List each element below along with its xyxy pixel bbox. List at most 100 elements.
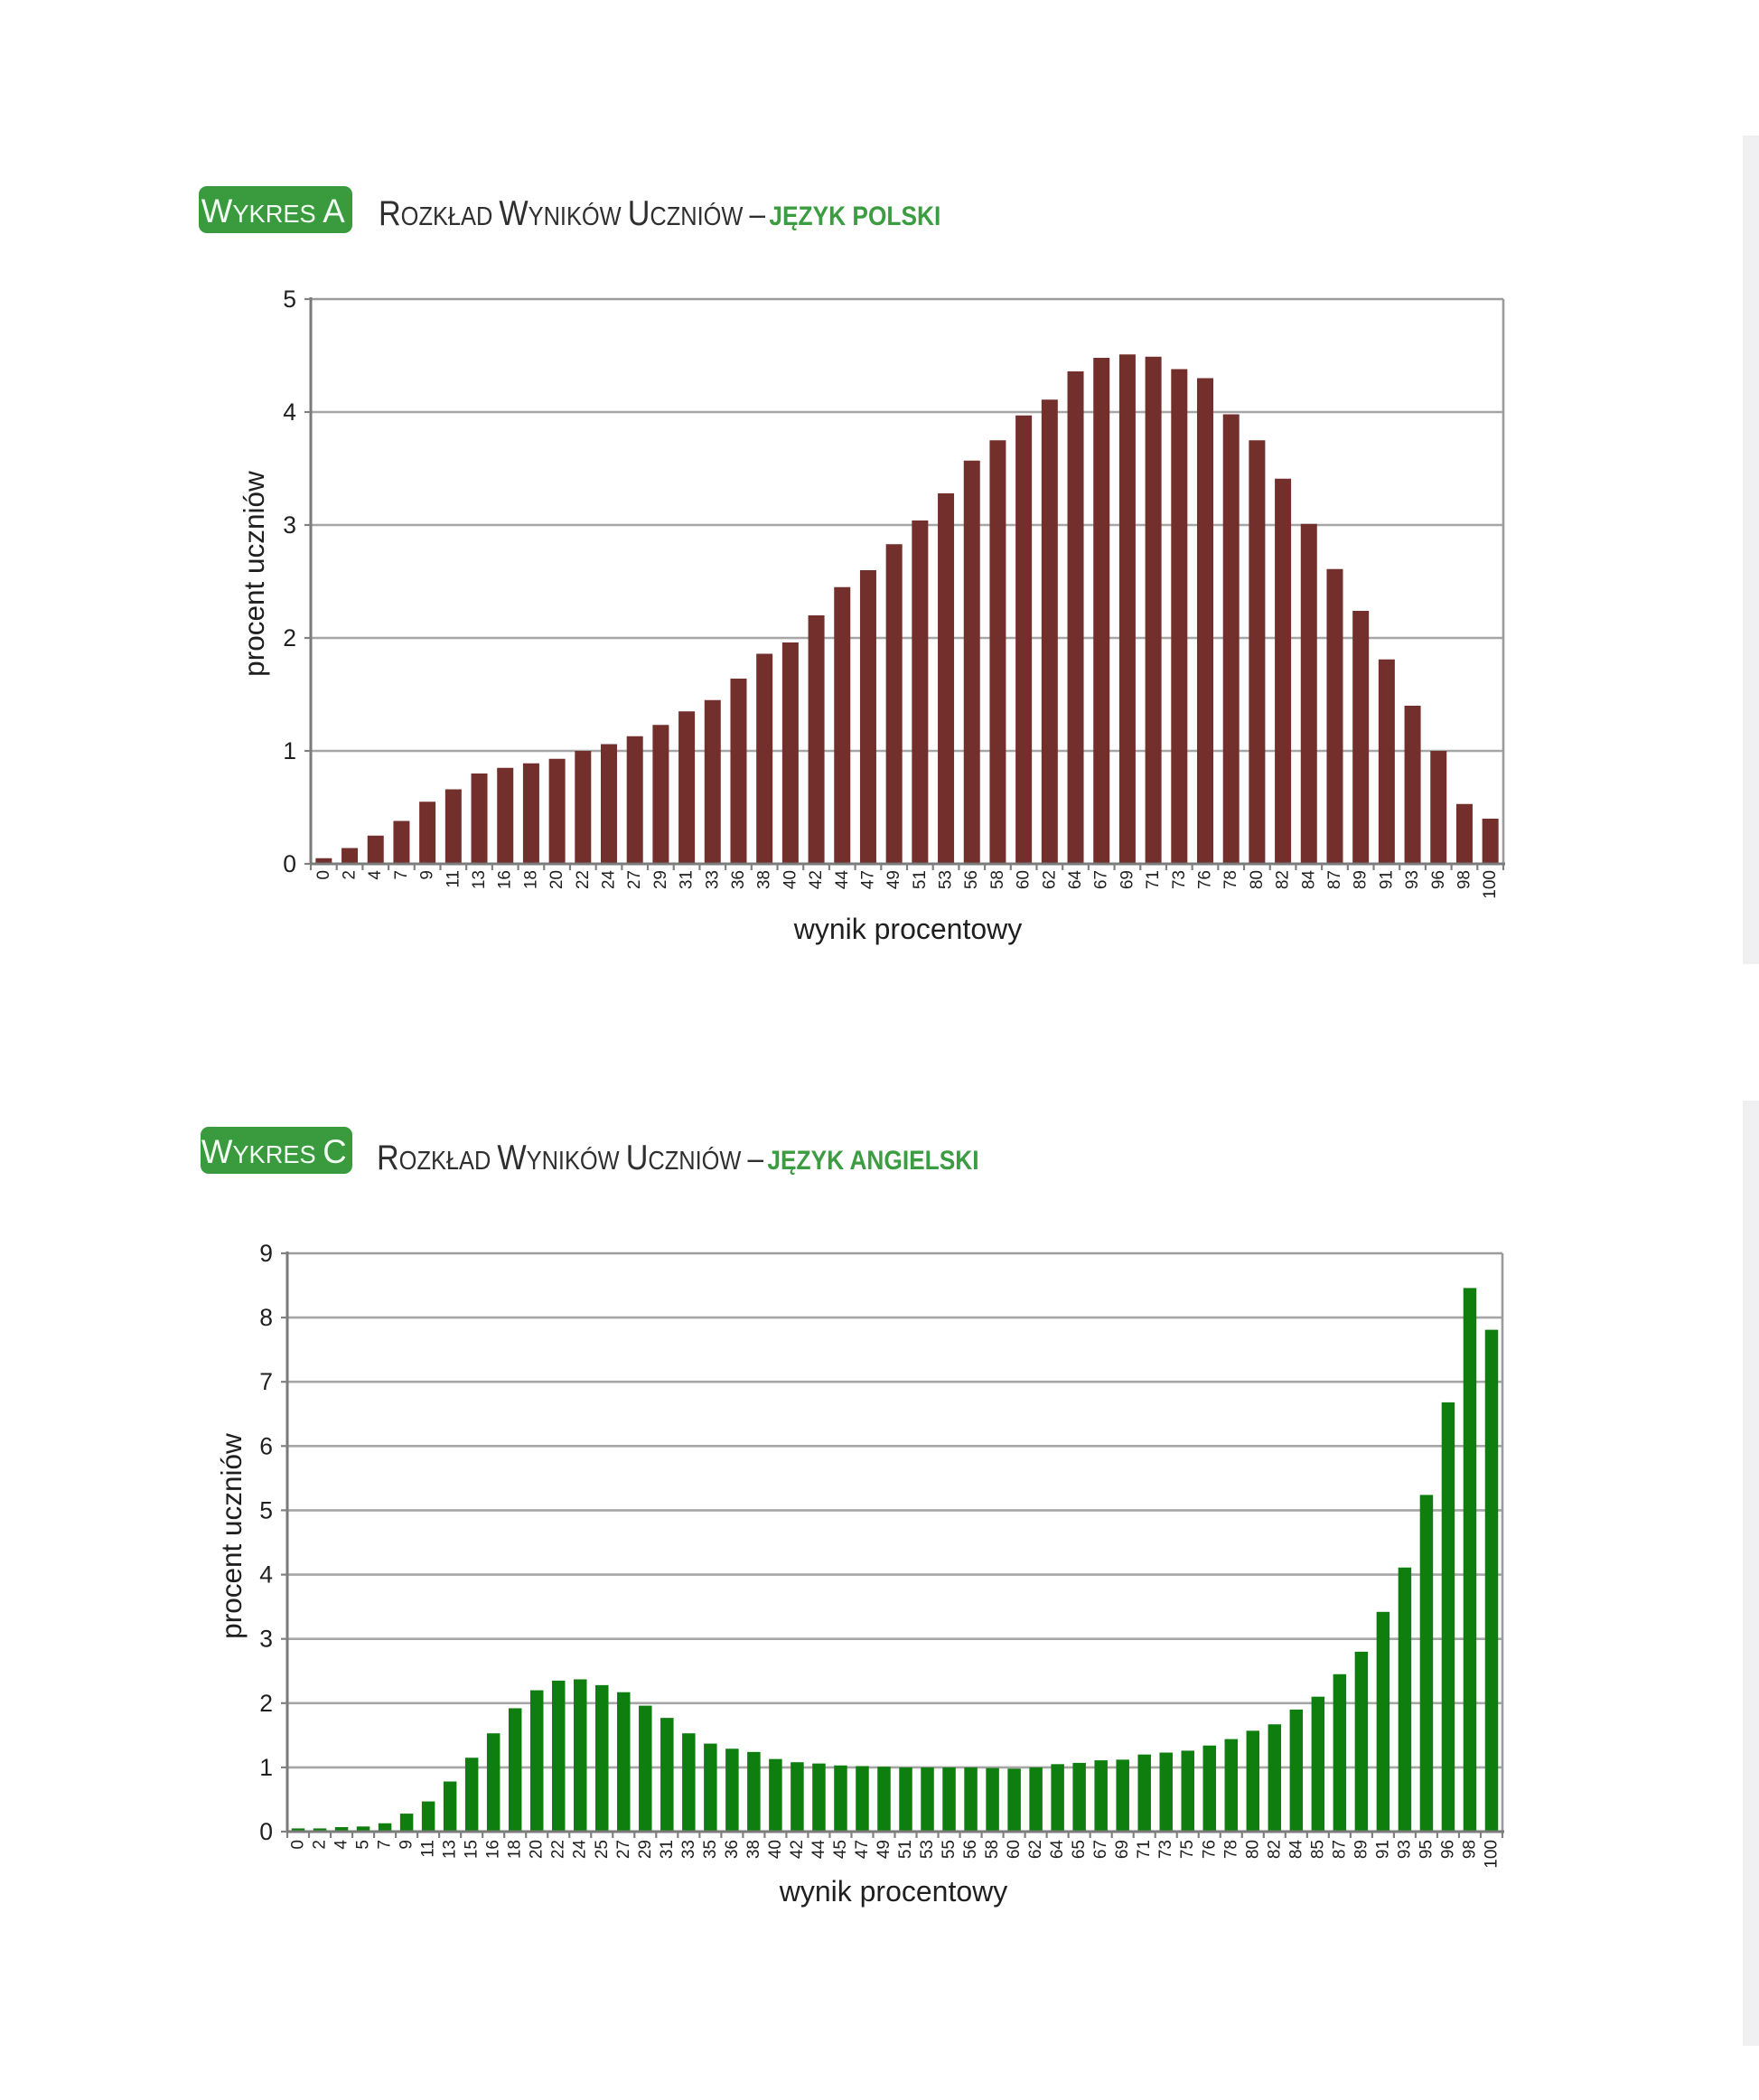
svg-text:29: 29 (651, 870, 670, 889)
svg-text:58: 58 (983, 1840, 1002, 1859)
svg-text:69: 69 (1113, 1840, 1132, 1859)
svg-text:22: 22 (574, 870, 593, 889)
svg-text:64: 64 (1066, 870, 1085, 890)
svg-text:2: 2 (341, 870, 360, 880)
svg-text:18: 18 (521, 870, 540, 889)
svg-text:7: 7 (376, 1840, 395, 1850)
svg-text:51: 51 (911, 870, 930, 889)
svg-text:procent uczniów: procent uczniów (215, 1433, 248, 1639)
svg-text:procent uczniów: procent uczniów (238, 471, 270, 677)
svg-text:93: 93 (1395, 1840, 1414, 1859)
svg-text:55: 55 (940, 1840, 959, 1859)
svg-text:100: 100 (1481, 870, 1500, 899)
svg-text:53: 53 (937, 870, 956, 889)
svg-text:2: 2 (259, 1690, 273, 1717)
svg-text:53: 53 (918, 1840, 937, 1859)
svg-text:44: 44 (809, 1840, 828, 1860)
svg-text:89: 89 (1352, 870, 1371, 889)
svg-text:3: 3 (283, 511, 296, 539)
svg-text:0: 0 (314, 870, 333, 880)
svg-text:31: 31 (678, 870, 697, 889)
svg-text:9: 9 (418, 870, 437, 880)
svg-text:51: 51 (896, 1840, 915, 1859)
svg-text:42: 42 (788, 1840, 807, 1859)
svg-text:3: 3 (259, 1626, 273, 1653)
svg-text:91: 91 (1373, 1840, 1392, 1859)
svg-text:44: 44 (833, 870, 852, 890)
svg-text:67: 67 (1092, 870, 1111, 889)
svg-text:38: 38 (744, 1840, 763, 1859)
svg-text:25: 25 (593, 1840, 612, 1859)
svg-text:56: 56 (961, 1840, 980, 1859)
svg-text:89: 89 (1352, 1840, 1371, 1859)
svg-text:20: 20 (528, 1840, 547, 1859)
svg-text:80: 80 (1243, 1840, 1262, 1859)
svg-text:29: 29 (636, 1840, 655, 1859)
svg-text:84: 84 (1299, 870, 1318, 890)
svg-text:36: 36 (729, 870, 748, 889)
svg-text:2: 2 (283, 624, 296, 652)
svg-text:47: 47 (853, 1840, 872, 1859)
svg-text:65: 65 (1070, 1840, 1089, 1859)
svg-text:47: 47 (858, 870, 877, 889)
svg-text:62: 62 (1040, 870, 1059, 889)
svg-text:78: 78 (1221, 870, 1240, 889)
svg-text:100: 100 (1482, 1840, 1501, 1869)
svg-text:84: 84 (1287, 1840, 1305, 1860)
svg-text:27: 27 (614, 1840, 633, 1859)
svg-text:2: 2 (311, 1840, 330, 1850)
svg-text:16: 16 (484, 1840, 503, 1859)
svg-text:9: 9 (398, 1840, 416, 1850)
svg-text:27: 27 (625, 870, 644, 889)
svg-text:75: 75 (1178, 1840, 1197, 1859)
svg-text:7: 7 (259, 1368, 273, 1395)
svg-text:33: 33 (679, 1840, 698, 1859)
svg-text:80: 80 (1248, 870, 1267, 889)
svg-text:73: 73 (1156, 1840, 1175, 1859)
svg-text:0: 0 (259, 1818, 273, 1845)
svg-text:56: 56 (962, 870, 981, 889)
svg-text:1: 1 (283, 737, 296, 764)
svg-text:1: 1 (259, 1754, 273, 1781)
svg-text:11: 11 (419, 1840, 438, 1858)
svg-text:8: 8 (259, 1304, 273, 1331)
svg-text:64: 64 (1048, 1840, 1067, 1860)
svg-text:0: 0 (289, 1840, 308, 1850)
svg-text:82: 82 (1265, 1840, 1284, 1859)
svg-text:85: 85 (1308, 1840, 1327, 1859)
svg-text:38: 38 (755, 870, 774, 889)
svg-text:76: 76 (1196, 870, 1215, 889)
svg-text:49: 49 (884, 870, 903, 889)
svg-text:7: 7 (392, 870, 411, 880)
svg-text:49: 49 (875, 1840, 894, 1859)
svg-text:5: 5 (259, 1496, 273, 1523)
svg-text:36: 36 (723, 1840, 742, 1859)
svg-text:35: 35 (701, 1840, 720, 1859)
svg-text:76: 76 (1200, 1840, 1219, 1859)
svg-text:98: 98 (1455, 870, 1474, 889)
svg-text:33: 33 (703, 870, 722, 889)
svg-text:wynik procentowy: wynik procentowy (793, 913, 1023, 945)
svg-text:60: 60 (1005, 1840, 1024, 1859)
svg-text:87: 87 (1325, 870, 1344, 889)
svg-text:73: 73 (1170, 870, 1189, 889)
svg-text:82: 82 (1274, 870, 1293, 889)
svg-text:96: 96 (1429, 870, 1448, 889)
svg-text:22: 22 (549, 1840, 568, 1859)
svg-text:71: 71 (1135, 1840, 1154, 1859)
svg-text:93: 93 (1403, 870, 1422, 889)
svg-text:78: 78 (1221, 1840, 1240, 1859)
svg-text:87: 87 (1330, 1840, 1349, 1859)
svg-text:62: 62 (1026, 1840, 1045, 1859)
svg-text:4: 4 (366, 870, 385, 880)
svg-text:4: 4 (283, 398, 296, 426)
svg-text:95: 95 (1417, 1840, 1436, 1859)
svg-text:96: 96 (1438, 1840, 1457, 1859)
svg-text:91: 91 (1377, 870, 1396, 889)
svg-text:31: 31 (658, 1840, 677, 1859)
svg-text:wynik procentowy: wynik procentowy (779, 1875, 1008, 1908)
svg-text:40: 40 (766, 1840, 785, 1859)
svg-text:4: 4 (332, 1840, 351, 1850)
svg-text:60: 60 (1015, 870, 1034, 889)
svg-text:24: 24 (600, 870, 619, 890)
